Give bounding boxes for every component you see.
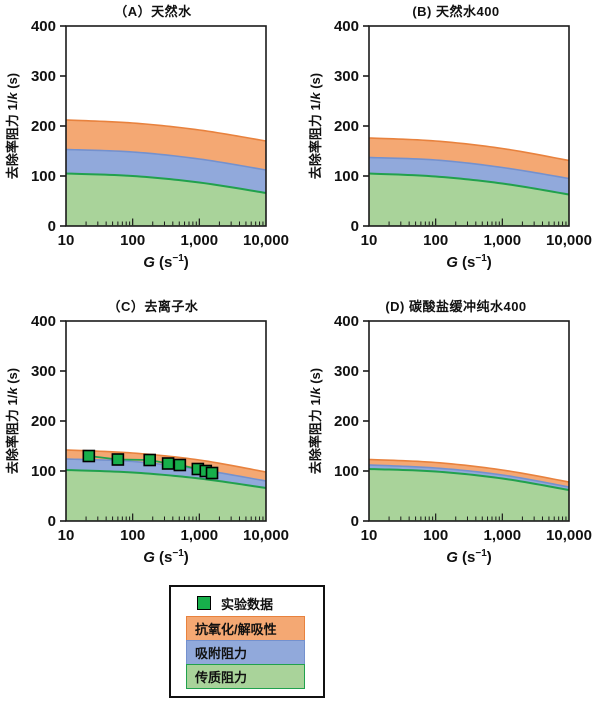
x-axis-label: G (s−1)	[66, 548, 266, 566]
chart-panel-b: (B) 天然水400 去除率阻力 1/k (s) 0 100 200 300 400 10…	[303, 0, 600, 280]
mass-transfer-boundary-line	[65, 172, 267, 194]
y-tick-label: 400	[334, 315, 359, 330]
y-tick-label: 100	[334, 168, 359, 185]
x-tick-label: 10	[361, 232, 378, 249]
x-tick-label: 10	[58, 527, 75, 544]
antioxidation-desorption-boundary-line	[368, 458, 570, 483]
plot-area-b: 0 100 200 300 400 10 100 1,000 10,000	[334, 20, 592, 249]
mass-transfer-boundary-line	[368, 468, 570, 491]
mass-transfer-boundary-line	[368, 172, 570, 196]
adsorption-boundary-line	[368, 156, 570, 180]
y-tick-label: 100	[31, 463, 56, 480]
legend-label-experimental-data: 实验数据	[221, 596, 274, 612]
y-tick-label: 200	[31, 118, 56, 135]
x-tick-label: 100	[423, 527, 448, 544]
legend-label-mass-transfer-resistance: 传质阻力	[195, 670, 248, 685]
legend-label-antioxidation-desorption: 抗氧化/解吸性	[195, 622, 277, 637]
plot-area-c: 0 100 200 300 400 10 100 1,000 10,000	[31, 315, 289, 544]
experimental-point	[82, 449, 96, 463]
x-axis-label-var: G	[446, 254, 458, 271]
antioxidation-desorption-boundary-line	[368, 137, 570, 162]
panel-title-c: （C）去离子水	[107, 299, 199, 314]
legend: 实验数据 抗氧化/解吸性 吸附阻力 传质阻力	[169, 585, 325, 698]
x-axis-label-unit: (s	[457, 549, 476, 566]
x-axis-label: G (s−1)	[369, 548, 569, 566]
experimental-data-swatch	[197, 596, 211, 610]
x-axis-label-exp: −1	[475, 548, 487, 559]
x-tick-label: 1,000	[484, 232, 522, 249]
experimental-point	[205, 466, 219, 480]
legend-band-adsorption-resistance: 吸附阻力	[186, 640, 305, 665]
y-tick-label: 400	[334, 20, 359, 35]
x-axis-label-var: G	[446, 549, 458, 566]
y-tick-label: 300	[334, 363, 359, 380]
experimental-point	[161, 457, 175, 470]
chart-panel-a: （A）天然水 去除率阻力 1/k (s) 0 100 200 300 400 10 100 1…	[0, 0, 297, 280]
x-axis-label: G (s−1)	[369, 253, 569, 271]
y-tick-label: 0	[48, 513, 56, 530]
experimental-point	[173, 458, 187, 472]
x-axis-label: G (s−1)	[66, 253, 266, 271]
x-tick-label: 100	[423, 232, 448, 249]
x-axis-label-exp: −1	[172, 253, 184, 264]
antioxidation-desorption-boundary-line	[65, 449, 267, 473]
legend-label-adsorption-resistance: 吸附阻力	[195, 646, 248, 661]
x-axis-label-unit: (s	[154, 254, 173, 271]
chart-panel-d: (D) 碳酸盐缓冲纯水400 去除率阻力 1/k (s) 0 100 200 300 4…	[303, 295, 600, 575]
x-axis-label-close: )	[486, 549, 492, 566]
antioxidation-desorption-boundary-line	[65, 119, 267, 142]
panel-title-a: （A）天然水	[114, 4, 192, 19]
plot-area-d: 0 100 200 300 400 10 100 1,000 10,000	[334, 315, 592, 544]
y-tick-label: 300	[334, 68, 359, 85]
x-axis-label-var: G	[143, 549, 155, 566]
x-tick-label: 10,000	[546, 527, 592, 544]
y-tick-label: 100	[31, 168, 56, 185]
y-tick-label: 300	[31, 363, 56, 380]
y-tick-label: 0	[48, 218, 56, 235]
x-tick-label: 10	[58, 232, 75, 249]
x-axis-label-exp: −1	[475, 253, 487, 264]
x-tick-label: 1,000	[484, 527, 522, 544]
experimental-point	[111, 453, 125, 466]
x-axis-label-var: G	[143, 254, 155, 271]
x-tick-label: 10,000	[243, 232, 289, 249]
x-axis-label-unit: (s	[154, 549, 173, 566]
y-tick-label: 400	[31, 315, 56, 330]
y-tick-label: 200	[334, 413, 359, 430]
chart-panel-c: （C）去离子水 去除率阻力 1/k (s) 0 100 200 300 400 10 100…	[0, 295, 297, 575]
adsorption-boundary-line	[65, 148, 267, 171]
legend-item-experimental-data: 实验数据	[197, 594, 323, 612]
x-axis-label-close: )	[183, 549, 189, 566]
legend-band-antioxidation-desorption: 抗氧化/解吸性	[186, 616, 305, 641]
mass-transfer-area	[66, 173, 266, 226]
x-axis-label-exp: −1	[172, 548, 184, 559]
y-tick-label: 300	[31, 68, 56, 85]
adsorption-boundary-line	[368, 464, 570, 488]
y-tick-label: 200	[334, 118, 359, 135]
x-tick-label: 1,000	[181, 232, 219, 249]
x-tick-label: 100	[120, 232, 145, 249]
x-axis-label-close: )	[183, 254, 189, 271]
mass-transfer-area	[66, 470, 266, 521]
x-tick-label: 100	[120, 527, 145, 544]
x-tick-label: 10	[361, 527, 378, 544]
experimental-point	[143, 453, 156, 467]
mass-transfer-boundary-line	[65, 469, 267, 489]
panel-title-b: (B) 天然水400	[412, 4, 500, 19]
x-axis-label-close: )	[486, 254, 492, 271]
plot-area-a: 0 100 200 300 400 10 100 1,000 10,000	[31, 20, 289, 249]
y-tick-label: 0	[351, 513, 359, 530]
panel-title-d: (D) 碳酸盐缓冲纯水400	[385, 299, 527, 314]
x-tick-label: 10,000	[243, 527, 289, 544]
y-tick-label: 0	[351, 218, 359, 235]
y-tick-label: 400	[31, 20, 56, 35]
x-tick-label: 10,000	[546, 232, 592, 249]
y-tick-label: 200	[31, 413, 56, 430]
x-axis-label-unit: (s	[457, 254, 476, 271]
y-tick-label: 100	[334, 463, 359, 480]
legend-band-mass-transfer-resistance: 传质阻力	[186, 664, 305, 689]
x-tick-label: 1,000	[181, 527, 219, 544]
